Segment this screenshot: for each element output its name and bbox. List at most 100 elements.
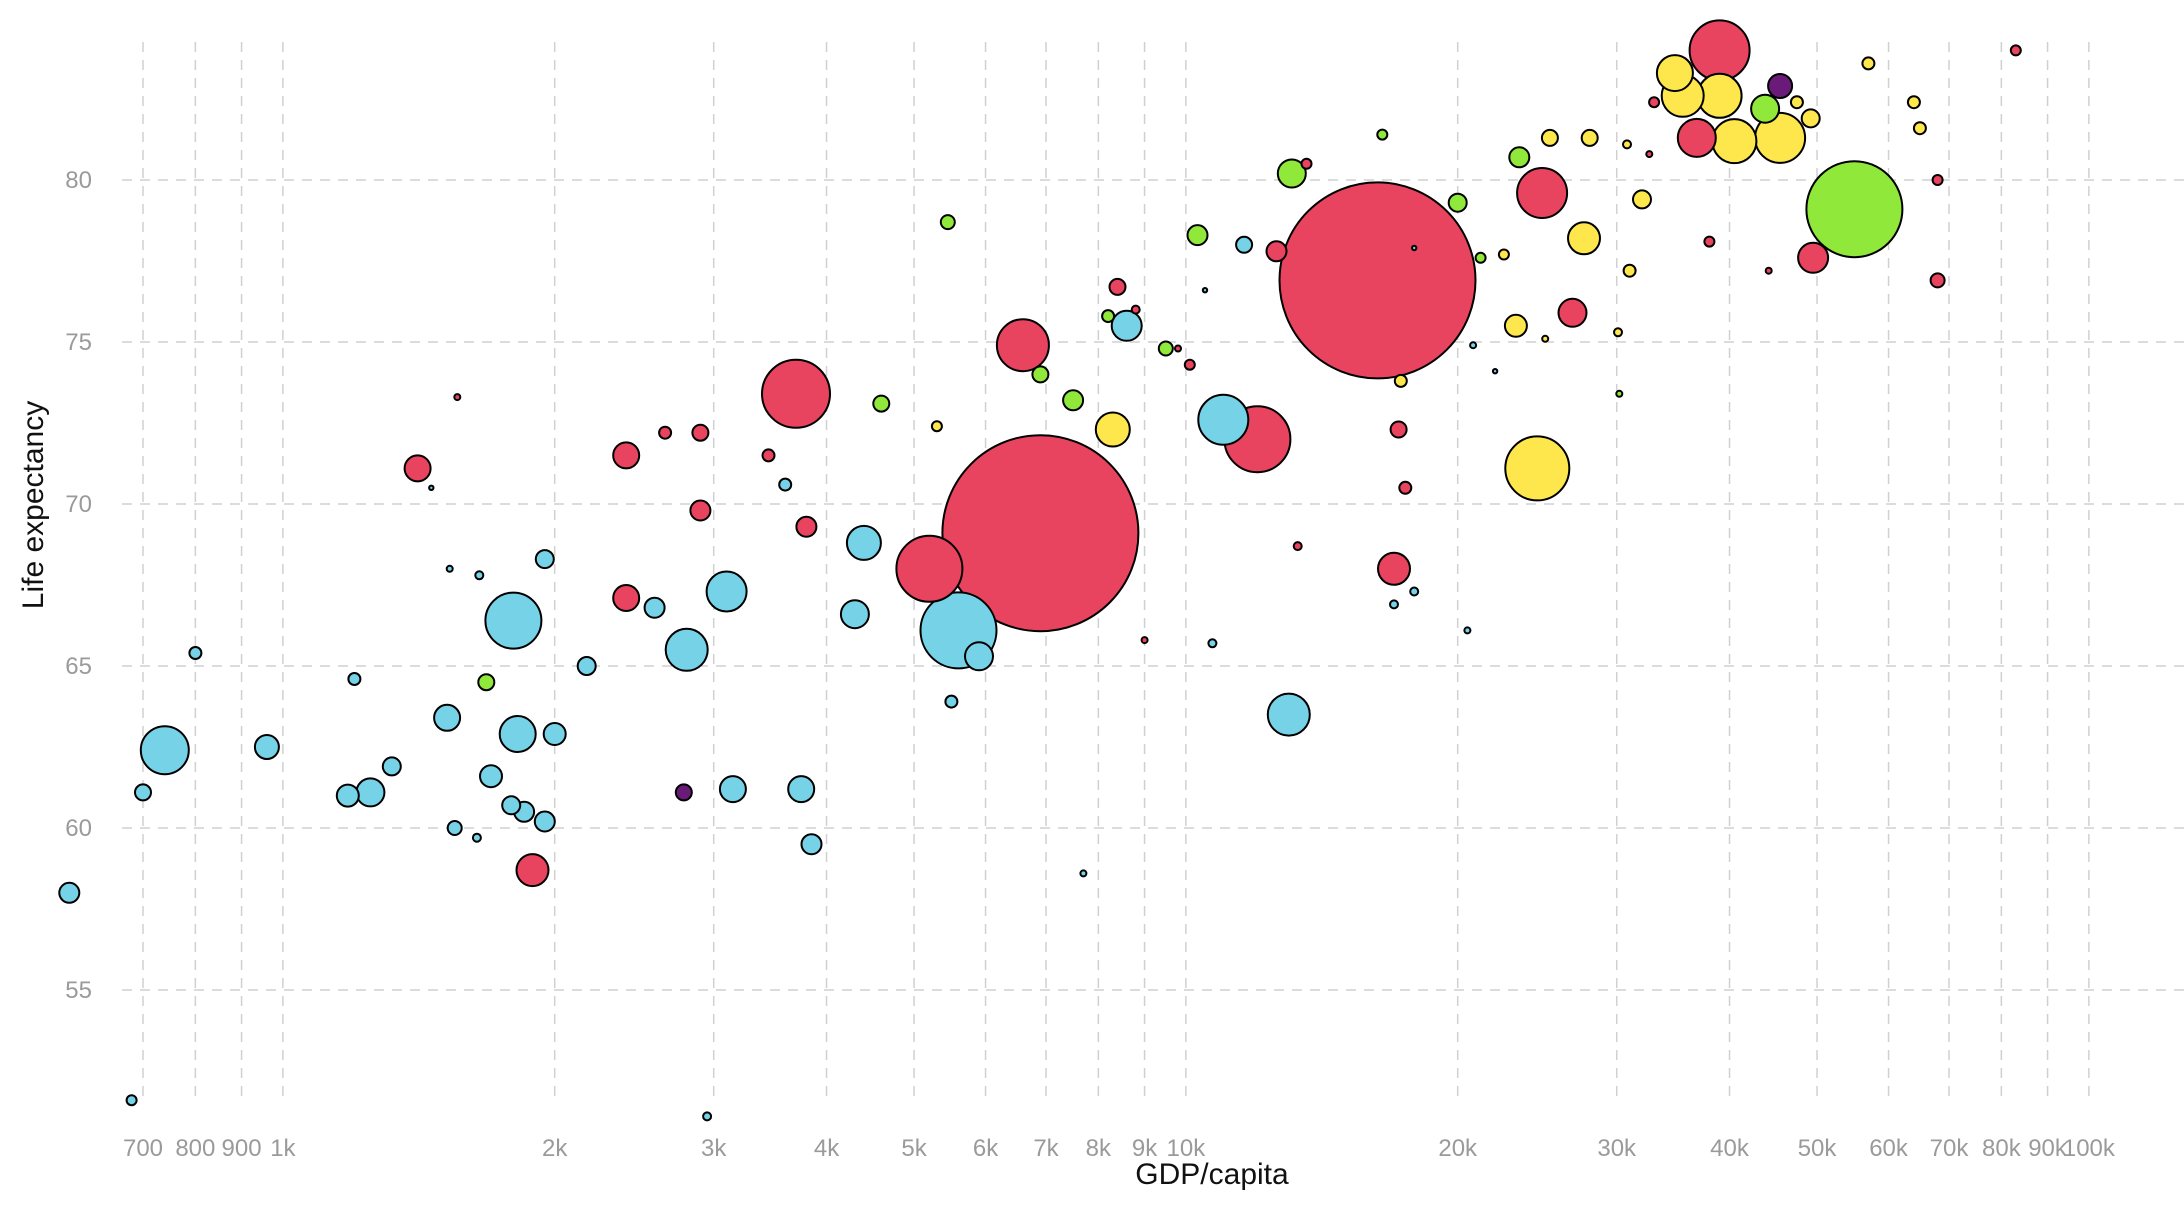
data-point-bubble [1157,340,1174,357]
data-point-bubble [1183,358,1196,371]
data-point-bubble [1197,393,1250,446]
data-point-bubble [674,783,693,802]
data-point-bubble [1645,150,1654,159]
y-tick-label: 55 [65,977,92,1004]
data-point-bubble [1376,128,1389,141]
data-point-bubble [1174,344,1182,353]
data-point-bubble [1491,368,1499,375]
data-point-bubble [534,549,555,570]
data-point-bubble [1062,389,1085,412]
data-point-bubble [995,318,1050,373]
data-point-bubble [787,775,816,804]
data-point-bubble [1266,692,1311,737]
data-point-bubble [1377,551,1411,586]
x-tick-label: 700 [123,1135,163,1162]
data-point-bubble [930,420,943,433]
data-point-bubble [533,810,556,833]
data-point-bubble [125,1094,138,1107]
data-point-bubble [1648,96,1661,109]
data-point-bubble [1469,341,1478,350]
data-point-bubble [1094,411,1131,448]
data-point-bubble [1622,263,1637,278]
data-point-bubble [689,499,712,522]
x-tick-label: 4k [814,1135,840,1162]
bubble-layer [58,19,2022,1122]
data-point-bubble [1508,146,1531,169]
data-point-bubble [1800,108,1821,129]
data-point-bubble [445,564,454,573]
data-point-bubble [498,715,537,753]
data-point-bubble [471,832,482,843]
data-point-bubble [964,641,994,672]
data-point-bubble [1632,189,1652,210]
x-tick-label: 6k [973,1135,999,1162]
data-point-bubble [702,1111,713,1122]
data-point-bubble [1101,309,1116,324]
data-point-bubble [1504,435,1571,502]
x-tick-label: 30k [1597,1135,1637,1162]
data-point-bubble [1079,869,1088,878]
data-point-bubble [1516,167,1569,219]
data-point-bubble [1615,389,1624,398]
data-point-bubble [1580,128,1599,147]
data-point-bubble [2009,44,2022,57]
data-point-bubble [403,454,432,483]
data-point-bubble [134,783,152,802]
data-point-bubble [1140,636,1149,645]
data-point-bubble [1767,73,1794,99]
data-point-bubble [484,591,543,650]
data-point-bubble [453,393,462,402]
data-point-bubble [1389,420,1408,439]
data-point-bubble [188,646,203,660]
data-point-bubble [1622,139,1632,150]
data-point-bubble [761,358,831,429]
data-point-bubble [1797,241,1830,274]
data-point-bubble [845,524,882,561]
x-tick-label: 800 [175,1135,215,1162]
data-point-bubble [761,448,776,463]
data-point-bubble [1278,181,1477,380]
data-point-bubble [664,627,709,672]
data-point-bubble [944,694,959,709]
data-point-bubble [1411,244,1418,252]
x-tick-label: 3k [701,1135,727,1162]
x-tick-label: 1k [270,1135,296,1162]
data-point-bubble [479,764,503,789]
data-point-bubble [1655,54,1694,93]
data-point-bubble [691,423,710,442]
data-point-bubble [939,214,956,231]
data-point-bubble [576,656,597,676]
x-tick-label: 8k [1086,1135,1112,1162]
x-tick-label: 50k [1798,1135,1838,1162]
data-point-bubble [1265,240,1288,263]
data-point-bubble [1688,19,1751,82]
x-tick-label: 900 [222,1135,262,1162]
data-point-bubble [477,673,496,692]
data-point-bubble [1409,586,1420,597]
y-tick-label: 65 [65,653,92,680]
data-point-bubble [1764,266,1773,275]
data-point-bubble [1567,221,1601,256]
data-point-bubble [1292,541,1303,552]
data-point-bubble [515,853,550,888]
x-tick-label: 80k [1982,1135,2022,1162]
data-point-bubble [1300,157,1313,170]
data-point-bubble [612,584,641,612]
data-point-bubble [1503,313,1528,338]
data-point-bubble [474,570,485,581]
data-point-bubble [58,881,81,904]
x-axis-title: GDP/capita [1135,1158,1289,1191]
data-point-bubble [1276,158,1307,189]
data-point-bubble [800,833,823,856]
data-point-bubble [1861,56,1876,71]
data-point-bubble [778,477,793,492]
data-point-bubble [1393,373,1408,388]
data-point-bubble [355,777,386,808]
x-tick-label: 7k [1033,1135,1059,1162]
data-point-bubble [1031,365,1050,384]
x-tick-label: 20k [1438,1135,1478,1162]
y-tick-label: 80 [65,167,92,194]
data-point-bubble [1186,224,1209,247]
grid-layer [122,42,2184,1100]
